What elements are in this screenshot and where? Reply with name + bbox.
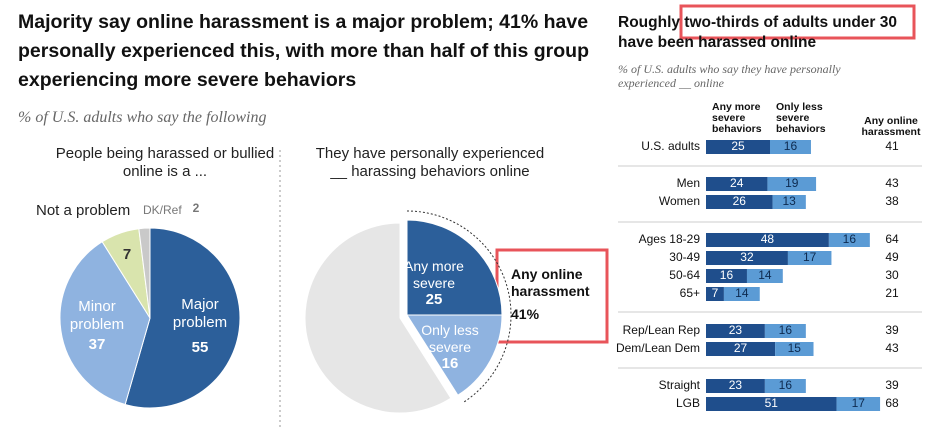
- slice-label: Only less severe: [421, 322, 479, 355]
- bar-value: 23: [728, 378, 743, 392]
- total-value: 68: [885, 396, 899, 410]
- bar-value: 16: [778, 378, 793, 392]
- total-value: 39: [885, 378, 899, 392]
- bar-segment: [706, 177, 768, 191]
- bar-value: 27: [733, 341, 748, 355]
- bar-segment: [775, 342, 814, 356]
- bar-segment: [706, 287, 724, 301]
- slice-value: 2: [192, 201, 200, 215]
- total-value: 43: [885, 341, 899, 355]
- slice-label: Major problem: [172, 296, 228, 331]
- pie-slice: [138, 227, 151, 319]
- slice-value: 7: [122, 246, 132, 263]
- pie-slice: [304, 222, 452, 414]
- category-label: Women: [658, 194, 700, 208]
- category-label: Rep/Lean Rep: [622, 323, 700, 337]
- bar-segment: [706, 342, 776, 356]
- annotation-text: Any online harassment: [511, 266, 590, 299]
- total-value: 41: [885, 139, 899, 153]
- bar-value: 25: [731, 139, 745, 153]
- total-value: 43: [885, 176, 899, 190]
- category-label: U.S. adults: [641, 139, 700, 153]
- bar-segment: [706, 251, 788, 265]
- bar-value: 32: [740, 250, 754, 264]
- slice-label: Minor problem: [69, 298, 125, 333]
- slice-label: DK/Ref: [143, 203, 182, 217]
- total-value: 38: [885, 194, 899, 208]
- bar-value: 17: [851, 396, 865, 410]
- bar-value: 19: [785, 176, 799, 190]
- bar-segment: [787, 251, 832, 265]
- bar-value: 7: [711, 286, 719, 300]
- bar-segment: [836, 397, 881, 411]
- pie-title: They have personally experienced __ hara…: [315, 145, 545, 180]
- bar-value: 17: [802, 250, 817, 264]
- category-label: 30-49: [669, 250, 700, 264]
- category-label: Men: [676, 176, 700, 190]
- slice-value: 55: [191, 339, 209, 356]
- bar-value: 51: [764, 396, 778, 410]
- bar-value: 16: [783, 139, 798, 153]
- bar-value: 16: [842, 232, 857, 246]
- bar-segment: [706, 233, 829, 247]
- bar-segment: [764, 379, 806, 393]
- bar-value: 48: [760, 232, 775, 246]
- bar-value: 15: [787, 341, 801, 355]
- bar-segment: [723, 287, 760, 301]
- legend-label: Any more severe behaviors: [712, 101, 762, 135]
- bar-value: 23: [728, 323, 743, 337]
- bar-value: 16: [778, 323, 793, 337]
- annotation-value: 41%: [511, 306, 540, 322]
- pie-slice: [406, 219, 503, 316]
- bar-value: 13: [782, 194, 796, 208]
- category-label: 50-64: [669, 268, 700, 282]
- bar-value: 26: [732, 194, 746, 208]
- bar-segment: [706, 269, 747, 283]
- pie-slice: [124, 227, 241, 409]
- legend-label: Any online harassment: [861, 115, 921, 138]
- page-subtitle: % of U.S. adults who say the following: [18, 109, 267, 126]
- slice-label: Any more severe: [404, 258, 464, 291]
- bar-segment: [706, 140, 770, 154]
- category-label: Ages 18-29: [638, 232, 700, 246]
- slice-value: 25: [425, 291, 443, 308]
- page-title: Majority say online harassment is a majo…: [18, 11, 590, 91]
- highlight-box: [679, 4, 916, 40]
- slice-value: 37: [88, 336, 106, 353]
- total-value: 64: [885, 232, 899, 246]
- category-label: Dem/Lean Dem: [615, 341, 700, 355]
- bar-value: 14: [735, 286, 749, 300]
- bar-segment: [828, 233, 870, 247]
- bar-value: 24: [730, 176, 744, 190]
- chart-title: Roughly two-thirds of adults under 30 ha…: [618, 14, 897, 51]
- pie-slice: [406, 314, 503, 396]
- bar-segment: [767, 177, 817, 191]
- bar-segment: [706, 195, 773, 209]
- slice-value: 16: [441, 355, 459, 372]
- bar-segment: [706, 379, 765, 393]
- pie-title: People being harassed or bullied online …: [55, 145, 275, 180]
- bar-value: 16: [719, 268, 734, 282]
- category-label: 65+: [679, 286, 700, 300]
- total-value: 30: [885, 268, 899, 282]
- bar-segment: [772, 195, 806, 209]
- bar-segment: [770, 140, 811, 154]
- total-value: 21: [885, 286, 899, 300]
- category-label: LGB: [675, 396, 700, 410]
- chart-subtitle: % of U.S. adults who say they have perso…: [618, 62, 841, 91]
- category-label: Straight: [658, 378, 700, 392]
- bar-segment: [706, 397, 837, 411]
- total-value: 39: [885, 323, 899, 337]
- bar-segment: [764, 324, 806, 338]
- annotation-arc: [406, 210, 512, 404]
- legend-label: Only less severe behaviors: [776, 101, 826, 135]
- bar-value: 14: [758, 268, 772, 282]
- bar-segment: [746, 269, 783, 283]
- slice-label: Not a problem: [36, 202, 131, 219]
- total-value: 49: [885, 250, 899, 264]
- bar-segment: [706, 324, 765, 338]
